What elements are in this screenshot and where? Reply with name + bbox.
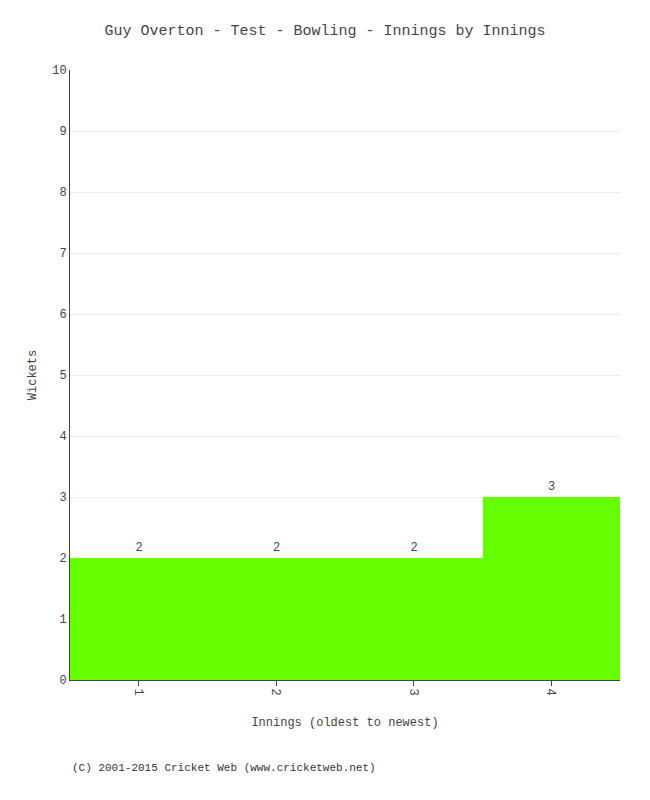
svg-text:Wickets: Wickets: [26, 350, 40, 400]
svg-text:3: 3: [59, 491, 66, 505]
svg-text:10: 10: [52, 64, 66, 78]
svg-text:4: 4: [543, 688, 557, 695]
svg-text:2: 2: [135, 541, 142, 555]
svg-text:3: 3: [548, 480, 555, 494]
svg-text:3: 3: [406, 688, 420, 695]
svg-text:1: 1: [131, 688, 145, 695]
svg-text:1: 1: [59, 613, 66, 627]
svg-text:8: 8: [59, 186, 66, 200]
svg-text:9: 9: [59, 125, 66, 139]
svg-text:Innings (oldest to newest): Innings (oldest to newest): [251, 716, 438, 730]
svg-text:7: 7: [59, 247, 66, 261]
svg-text:2: 2: [273, 541, 280, 555]
svg-text:4: 4: [59, 430, 66, 444]
svg-text:6: 6: [59, 308, 66, 322]
svg-text:2: 2: [59, 552, 66, 566]
svg-text:(C) 2001-2015 Cricket Web (www: (C) 2001-2015 Cricket Web (www.cricketwe…: [72, 762, 376, 774]
svg-text:0: 0: [59, 674, 66, 688]
svg-text:Guy Overton - Test - Bowling -: Guy Overton - Test - Bowling - Innings b…: [104, 23, 545, 40]
svg-text:2: 2: [410, 541, 417, 555]
svg-text:2: 2: [268, 688, 282, 695]
svg-text:5: 5: [59, 369, 66, 383]
